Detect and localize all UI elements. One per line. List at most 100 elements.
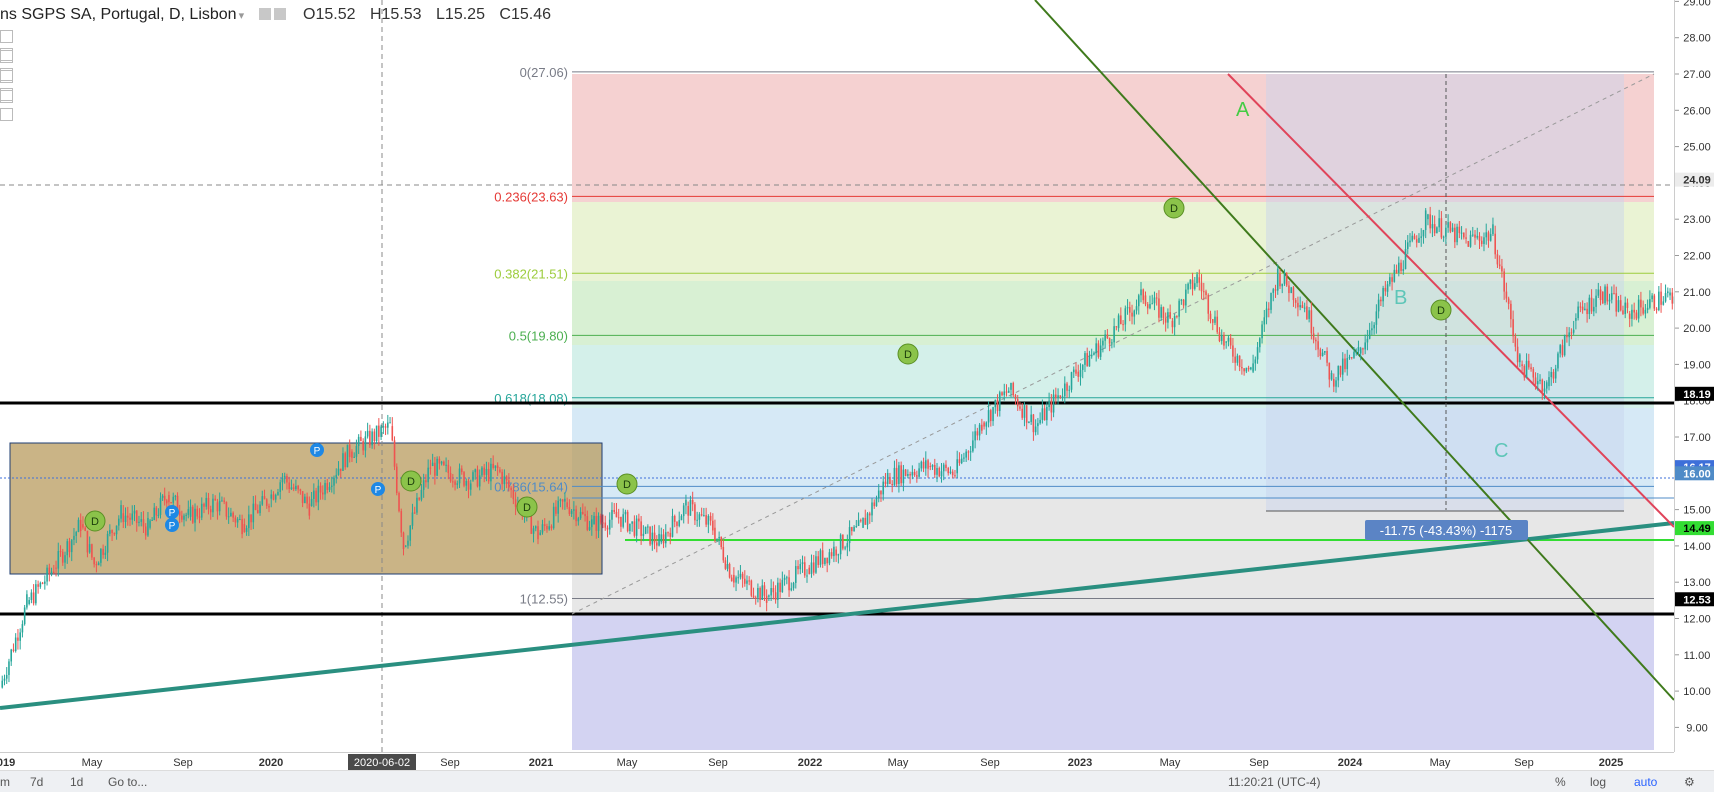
log-toggle[interactable]: log [1590, 775, 1607, 789]
candle-body [833, 546, 835, 557]
candle-body [1093, 353, 1095, 355]
study-controls-4[interactable] [0, 90, 28, 121]
candle-body [1200, 282, 1203, 292]
study-controls-1[interactable] [0, 30, 28, 61]
candle-body [907, 473, 909, 476]
candle-body [1413, 235, 1416, 240]
eye-icon[interactable] [258, 8, 271, 20]
split-marker-0 [165, 505, 179, 519]
candle-body [510, 487, 512, 491]
candle-body [1595, 295, 1597, 307]
candle-body [1575, 318, 1577, 321]
candle-body [1003, 391, 1006, 396]
candle-body [963, 457, 965, 459]
candle-body [1554, 368, 1557, 379]
candle-body [157, 514, 160, 516]
candle-body [1606, 286, 1609, 302]
candle-body [84, 527, 86, 531]
range-button-1d[interactable]: 1d [70, 775, 84, 789]
candle-body [422, 480, 425, 490]
candle-body [1176, 316, 1178, 318]
candle-body [1229, 337, 1232, 346]
candle-body [214, 498, 216, 501]
price-axis[interactable]: 29.0028.0027.0026.0025.0024.0023.0022.00… [1674, 0, 1714, 752]
candle-body [483, 467, 485, 475]
candle-body [1649, 299, 1651, 308]
candle-body [1209, 313, 1212, 320]
goto-button[interactable]: Go to... [108, 775, 148, 789]
candle-body [1568, 332, 1570, 338]
candle-body [1371, 328, 1373, 331]
candle-body [1409, 240, 1411, 243]
candle-body [407, 540, 409, 546]
dividend-marker-label: D [1170, 203, 1178, 215]
gear-icon[interactable]: ⚙ [1684, 775, 1695, 789]
candle-body [1068, 389, 1071, 391]
candle-body [884, 481, 887, 484]
candle-body [1135, 306, 1138, 311]
price-tick-label: 17.00 [1683, 432, 1711, 444]
candle-body [539, 532, 542, 536]
study-controls-3[interactable] [0, 70, 28, 101]
candle-body [1624, 302, 1627, 314]
candle-body [155, 507, 158, 516]
candle-body [1252, 363, 1254, 372]
candle-body [1467, 240, 1470, 247]
candle-body [1557, 353, 1559, 369]
candle-body [1617, 300, 1620, 312]
candle-body [1182, 299, 1185, 306]
candle-body [429, 467, 432, 469]
range-button-7d[interactable]: 7d [30, 775, 44, 789]
candle-body [135, 510, 138, 523]
candle-body [1099, 345, 1102, 357]
candle-body [1247, 367, 1250, 370]
candle-body [1301, 305, 1304, 309]
study-controls-2[interactable] [0, 50, 28, 81]
candle-body [965, 451, 967, 458]
symbol-title[interactable]: ns SGPS SA, Portugal, D, Lisbon [0, 6, 237, 23]
candle-body [1259, 338, 1261, 348]
dividend-marker-4 [897, 343, 919, 365]
candle-body [1532, 369, 1535, 378]
candle-body [364, 436, 367, 451]
candle-body [722, 546, 725, 561]
time-axis[interactable]: 2019 May Sep 2020 2020-06-02 Sep 2021 May Sep 202… [0, 752, 1674, 771]
settings-icon[interactable] [273, 8, 286, 20]
candle-body [1346, 358, 1349, 370]
candle-body [1599, 289, 1602, 301]
candle-body [1418, 237, 1420, 243]
price-tick-label: 26.00 [1683, 105, 1711, 117]
percent-toggle[interactable]: % [1555, 775, 1566, 789]
candle-body [79, 519, 82, 532]
candle-body [1440, 218, 1443, 238]
price-tick-label: 25.00 [1683, 142, 1711, 154]
fib-label-5: 0.786(15.64) [494, 479, 568, 494]
candle-body [124, 515, 127, 523]
candle-body [330, 485, 333, 487]
candle-body [739, 573, 742, 578]
candle-body [61, 551, 64, 563]
candle-body [846, 543, 849, 548]
candle-body [550, 526, 553, 529]
chevron-down-icon[interactable]: ▾ [238, 10, 245, 22]
candle-body [35, 584, 37, 604]
candle-body [1501, 266, 1503, 272]
candle-body [889, 476, 891, 485]
price-tick-label: 13.00 [1683, 577, 1711, 589]
candle-body [548, 526, 551, 530]
dividend-marker-3 [400, 470, 422, 492]
bottom-toolbar: m 7d 1d Go to... 11:20:21 (UTC-4) % log … [0, 770, 1714, 792]
candle-body [1350, 357, 1353, 359]
candle-body [781, 579, 784, 593]
candle-body [1187, 283, 1189, 290]
range-button-m[interactable]: m [0, 775, 10, 789]
auto-toggle[interactable]: auto [1634, 775, 1658, 789]
downtrend-line-green [1034, 0, 1675, 701]
candle-body [191, 506, 194, 523]
dividend-marker-label: D [407, 476, 415, 488]
candle-body [983, 422, 985, 427]
dividend-marker-1 [616, 473, 638, 495]
candle-body [1669, 292, 1671, 296]
candle-body [481, 467, 483, 476]
